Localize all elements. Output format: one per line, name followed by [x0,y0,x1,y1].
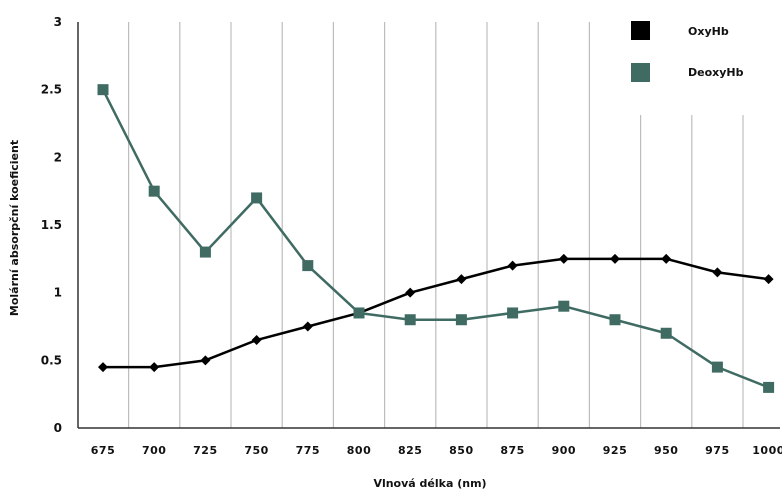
series-line [101,89,770,389]
y-tick-label: 3 [54,15,62,29]
data-point [302,321,313,332]
data-series [97,84,775,393]
x-axis-title: Vlnová délka (nm) [373,477,486,490]
data-point [609,314,621,326]
data-point [200,355,211,366]
x-tick-labels: 675 700 725 750 775 800 825 850 875 900 925 950 975 1… [91,444,782,457]
y-axis-title: Molární absorpční koeficient [8,140,21,316]
data-point [199,246,211,258]
legend-label: OxyHb [688,25,729,38]
data-point [149,362,160,373]
data-point [661,253,672,264]
y-tick-label: 2 [54,150,62,164]
series-deoxyhb [97,84,775,393]
data-point [763,274,774,285]
x-tick-label: 825 [398,444,422,457]
y-tick-labels: 0 0.5 1 1.5 2 2.5 3 [41,15,62,435]
x-tick-label: 750 [244,444,268,457]
data-point [763,381,775,393]
x-tick-label: 725 [193,444,217,457]
x-tick-label: 950 [654,444,678,457]
data-point [507,307,519,319]
data-point [251,192,263,204]
y-tick-label: 2.5 [41,83,62,97]
x-tick-label: 675 [91,444,115,457]
x-tick-label: 850 [449,444,473,457]
data-point [404,314,416,326]
gridlines [128,22,744,428]
data-point [507,260,518,271]
data-point [405,287,416,298]
legend: OxyHb DeoxyHb [631,21,744,82]
x-tick-label: 775 [296,444,320,457]
legend-item-deoxyhb: DeoxyHb [631,63,744,82]
y-tick-label: 1 [54,286,62,300]
series-line [103,257,769,369]
data-point [558,300,570,312]
data-point [302,260,314,272]
data-point [251,335,262,346]
x-tick-label: 975 [705,444,729,457]
data-point [456,274,467,285]
x-tick-label: 1000 [752,444,782,457]
legend-item-oxyhb: OxyHb [631,21,729,40]
data-point [712,267,723,278]
legend-label: DeoxyHb [688,66,744,79]
data-point [610,253,620,264]
data-point [353,307,365,319]
legend-swatch [631,63,650,82]
y-tick-label: 1.5 [41,218,62,232]
data-point [558,253,569,264]
data-point [97,84,109,96]
axes [77,22,780,429]
data-point [455,314,467,326]
data-point [711,361,723,373]
data-point [660,327,672,339]
x-tick-label: 700 [142,444,166,457]
x-tick-label: 925 [603,444,627,457]
x-tick-label: 800 [347,444,371,457]
x-tick-label: 875 [500,444,524,457]
y-tick-label: 0.5 [41,353,62,367]
legend-swatch [631,21,650,40]
y-tick-label: 0 [54,421,62,435]
data-point [98,362,108,373]
x-tick-label: 900 [552,444,576,457]
data-point [148,185,160,197]
